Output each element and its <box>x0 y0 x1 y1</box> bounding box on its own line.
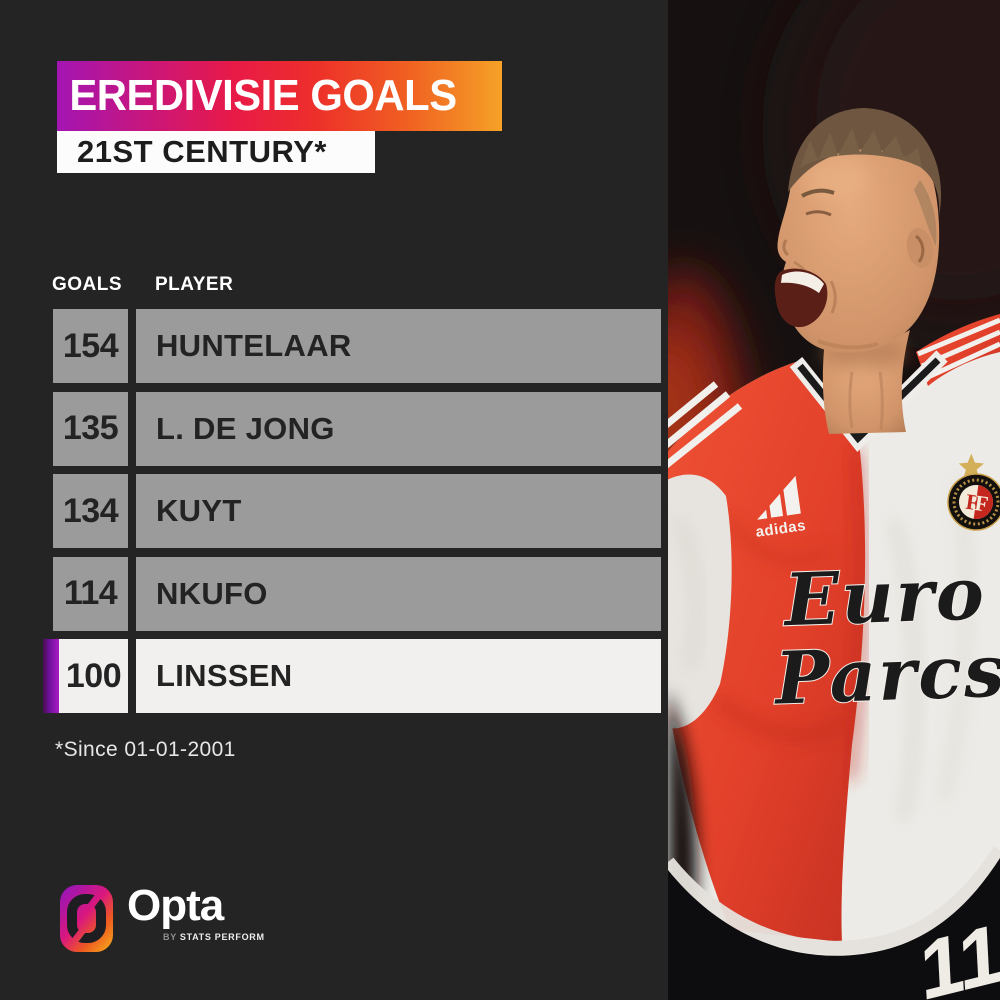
tagline-by: BY <box>163 932 177 942</box>
player-cell: HUNTELAAR <box>136 309 661 383</box>
jersey-sponsor: Euro Parcs <box>771 549 1000 721</box>
table-row: 154 HUNTELAAR <box>0 309 668 383</box>
page-subtitle: 21ST CENTURY* <box>77 134 327 169</box>
table-row: 135 L. DE JONG <box>0 391 668 466</box>
goals-cell: 100 <box>59 639 128 713</box>
player-head <box>774 108 942 434</box>
opta-logo-icon <box>60 885 113 952</box>
player-photo: adidas F F Euro Parcs 11 <box>668 0 1000 1000</box>
opta-wordmark: Opta <box>127 881 224 930</box>
tagline-text: STATS PERFORM <box>179 932 265 942</box>
page-title: EREDIVISIE GOALS <box>69 71 457 120</box>
player-cell: LINSSEN <box>136 639 661 713</box>
player-column-header: PLAYER <box>155 274 234 295</box>
table-row: 100 LINSSEN <box>0 639 668 713</box>
goals-cell: 134 <box>53 474 128 548</box>
player-cell: NKUFO <box>136 556 661 631</box>
goals-column-header: GOALS <box>52 274 123 295</box>
player-hair <box>788 108 942 216</box>
player-cell: L. DE JONG <box>136 391 661 466</box>
svg-text:F: F <box>964 489 981 516</box>
svg-text:F: F <box>973 490 990 517</box>
subtitle-box: 21ST CENTURY* <box>57 131 375 173</box>
sponsor-line2: Parcs <box>772 628 1000 721</box>
shorts: 11 <box>668 846 1000 1000</box>
table-row: 134 KUYT <box>0 474 668 548</box>
sponsor-line1: Euro <box>781 550 987 642</box>
stats-perform-tagline: BY STATS PERFORM <box>163 932 265 942</box>
adidas-logo: adidas <box>755 475 807 541</box>
adidas-shoulder-stripes-left <box>668 381 743 469</box>
highlight-accent-bar <box>43 639 59 713</box>
goals-cell: 135 <box>53 391 128 466</box>
goals-cell: 154 <box>53 309 128 383</box>
opta-branding: Opta BY STATS PERFORM <box>60 881 307 952</box>
feyenoord-jersey <box>668 314 1000 1000</box>
adidas-wordmark: adidas <box>755 517 807 541</box>
title-banner: EREDIVISIE GOALS <box>57 61 502 131</box>
stats-table-rows: 154 HUNTELAAR 135 L. DE JONG 134 KUYT 11… <box>0 309 668 713</box>
table-row: 114 NKUFO <box>0 556 668 631</box>
player-cell: KUYT <box>136 474 661 548</box>
feyenoord-badge: F F <box>947 453 1000 531</box>
footnote: *Since 01-01-2001 <box>55 738 236 761</box>
goals-cell: 114 <box>53 556 128 631</box>
